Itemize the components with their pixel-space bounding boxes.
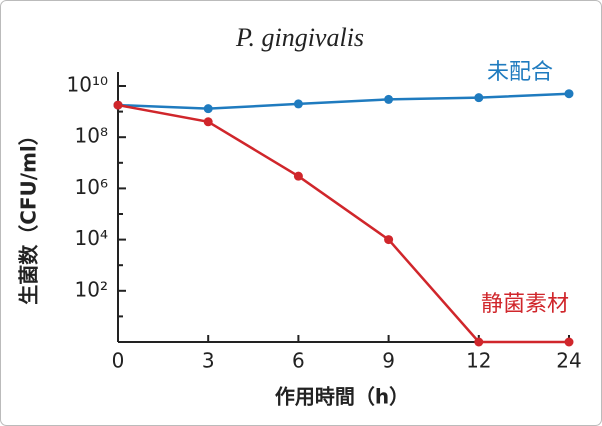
series-line bbox=[117, 103, 569, 344]
data-point bbox=[564, 89, 574, 99]
y-tick-label: 10⁶ bbox=[75, 175, 108, 199]
x-tick-label: 9 bbox=[382, 349, 395, 373]
x-tick-label: 12 bbox=[466, 349, 491, 373]
data-point bbox=[203, 117, 213, 127]
x-tick-label: 24 bbox=[556, 349, 581, 373]
legend-label: 未配合 bbox=[487, 60, 553, 85]
series-line bbox=[117, 92, 570, 110]
y-tick-label: 10² bbox=[75, 277, 108, 301]
x-tick-label: 3 bbox=[202, 349, 215, 373]
legend-label: 静菌素材 bbox=[481, 292, 569, 317]
data-point bbox=[474, 93, 484, 103]
x-axis-label: 作用時間（h） bbox=[275, 385, 409, 409]
y-tick-label: 10⁸ bbox=[75, 124, 108, 148]
data-point bbox=[113, 100, 123, 110]
x-tick-label: 0 bbox=[112, 349, 125, 373]
data-point bbox=[564, 337, 574, 347]
y-tick-label: 10¹⁰ bbox=[67, 73, 108, 97]
data-point bbox=[474, 337, 484, 347]
data-point bbox=[203, 104, 213, 114]
data-point bbox=[293, 99, 303, 109]
data-point bbox=[293, 171, 303, 181]
y-axis-label: 生菌数（CFU/ml） bbox=[17, 125, 41, 305]
chart-title: P. gingivalis bbox=[235, 23, 364, 52]
data-point bbox=[384, 235, 394, 245]
data-point bbox=[384, 94, 394, 104]
x-tick-label: 6 bbox=[292, 349, 305, 373]
y-tick-label: 10⁴ bbox=[75, 226, 108, 250]
